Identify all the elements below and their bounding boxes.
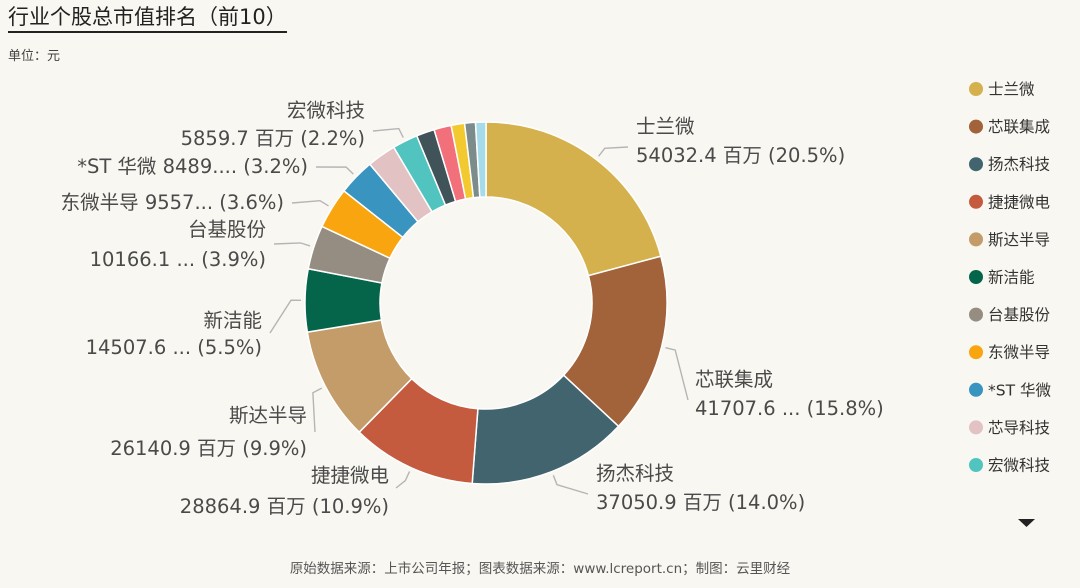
slice-label-name: *ST 华微 8489.... (3.2%) [77,155,308,178]
legend-item-label[interactable]: 宏微科技 [988,457,1050,475]
slice-label-value: 54032.4 百万 (20.5%) [636,144,845,167]
legend-swatch [969,232,983,246]
legend-item-label[interactable]: 芯导科技 [988,419,1050,437]
slice-label-name: 东微半导 9557... (3.6%) [61,191,284,214]
slice-label-name: 台基股份 [188,218,266,241]
slice-label-value: 14507.6 ... (5.5%) [86,336,262,359]
slice-label-value: 26140.9 百万 (9.9%) [110,437,307,460]
leader-line [599,147,628,156]
slice-label-value: 41707.6 ... (15.8%) [695,397,884,420]
legend-item-label[interactable]: 士兰微 [988,81,1035,99]
slice-士兰微[interactable] [486,122,661,276]
legend-swatch [969,308,983,322]
slice-label-value: 28864.9 百万 (10.9%) [180,495,389,518]
leader-line [396,471,410,488]
legend-swatch [969,157,983,171]
legend-swatch [969,420,983,434]
legend-swatch [969,120,983,134]
legend-swatch [969,270,983,284]
leader-line [292,201,329,206]
source-note: 原始数据来源：上市公司年报；图表数据来源：www.lcreport.cn；制图：… [0,557,1080,577]
leader-line [316,167,353,174]
legend-swatch [969,82,983,96]
legend-item-label[interactable]: 芯联集成 [988,118,1050,136]
leader-line [553,475,588,494]
slice-label-name: 新洁能 [203,309,262,332]
leader-line [313,388,322,432]
legend-swatch [969,383,983,397]
slice-label-name: 士兰微 [636,115,695,138]
slice-label-name: 捷捷微电 [311,464,389,487]
slice-label-value: 10166.1 ... (3.9%) [90,248,266,271]
legend-item-label[interactable]: 捷捷微电 [988,193,1050,211]
leader-line [274,243,310,246]
legend-item-label[interactable]: 斯达半导 [988,231,1050,249]
legend-swatch [969,345,983,359]
legend-swatch [969,195,983,209]
slice-label-value: 5859.7 百万 (2.2%) [181,127,365,150]
legend-item-label[interactable]: 台基股份 [988,306,1051,324]
legend-item-label[interactable]: 东微半导 [988,344,1050,362]
slice-label-value: 37050.9 百万 (14.0%) [596,491,805,514]
legend-item-label[interactable]: *ST 华微 [988,381,1051,399]
slice-label-name: 芯联集成 [695,368,773,391]
slice-label-name: 扬杰科技 [596,462,674,485]
legend-item-label[interactable]: 扬杰科技 [988,156,1050,174]
legend-swatch [969,458,983,472]
slices-group [305,122,667,484]
slice-label-name: 宏微科技 [287,99,365,122]
slice-label-name: 斯达半导 [229,404,307,427]
leader-line [270,300,301,333]
legend-item-label[interactable]: 新洁能 [988,269,1035,287]
triangle-down-icon[interactable] [1018,519,1035,527]
leader-line [373,129,403,138]
leader-line [666,348,688,400]
